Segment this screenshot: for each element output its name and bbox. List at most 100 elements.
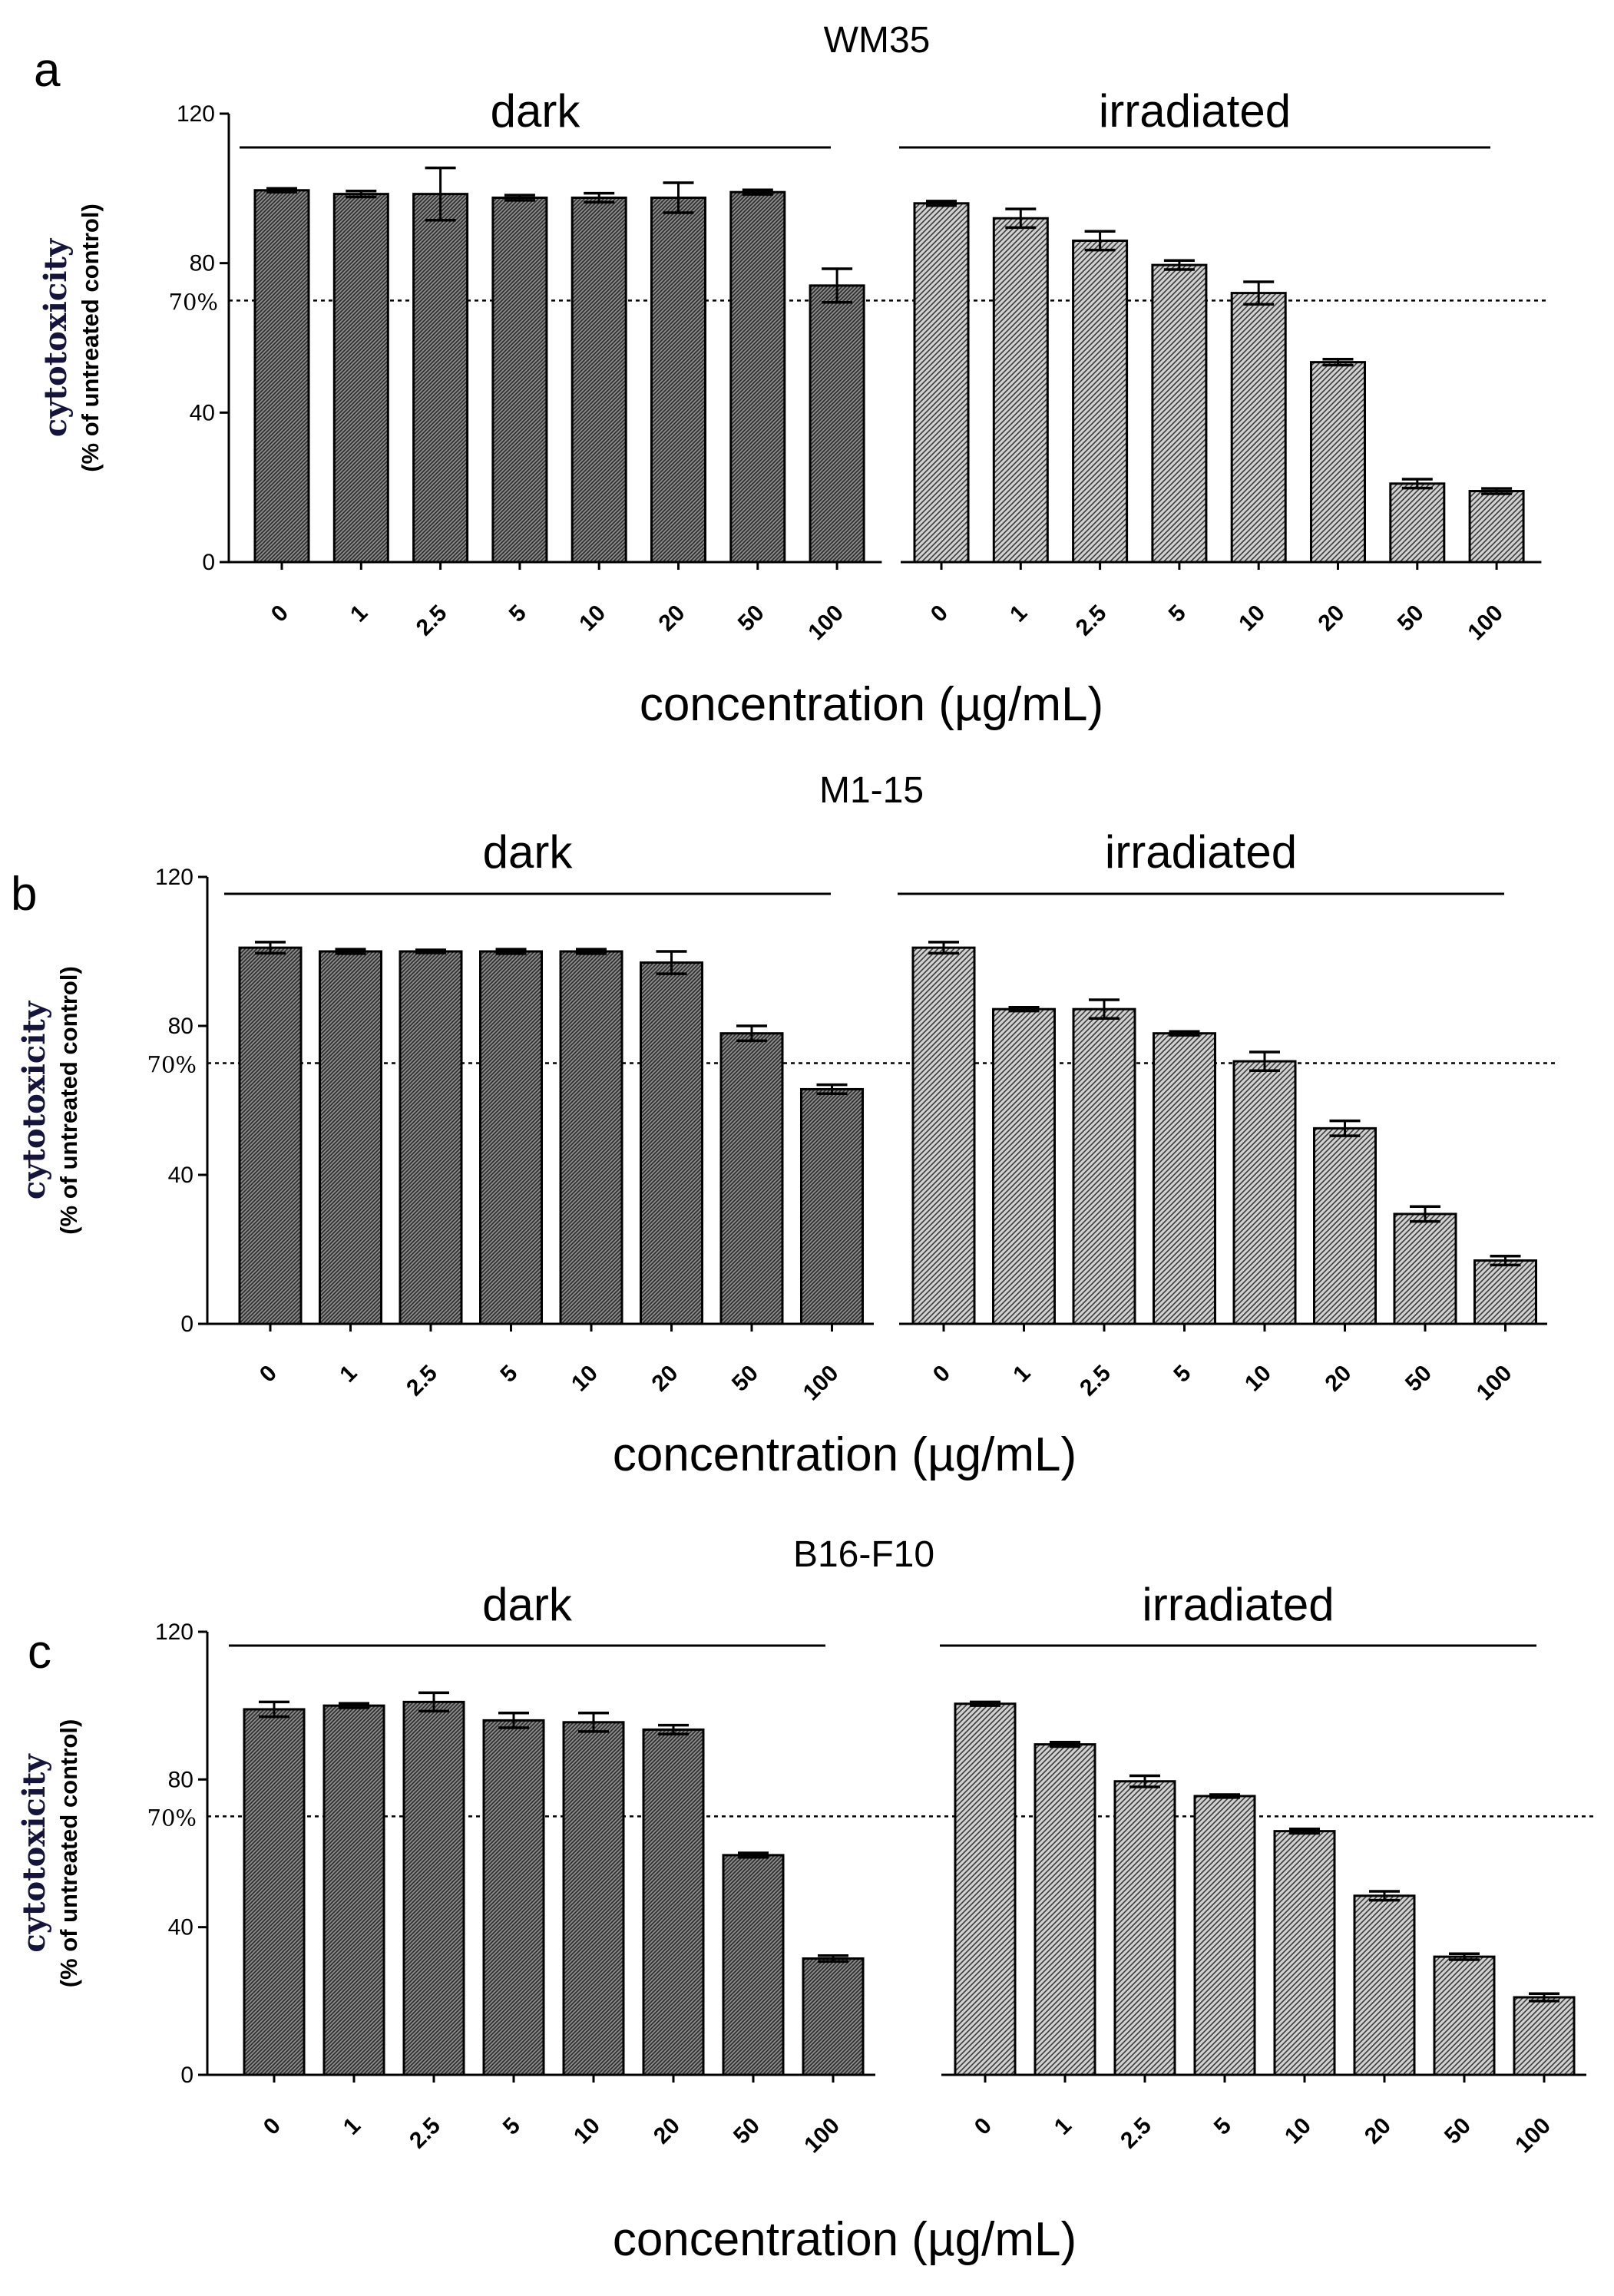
x-tick-label: 1 [339, 2113, 365, 2140]
bar-irradiated-50 [1389, 482, 1446, 564]
bar-dark-20 [640, 961, 703, 1325]
group-label-irradiated: irradiated [1142, 1579, 1334, 1630]
bar-irradiated-10 [1230, 292, 1287, 564]
bar-irradiated-2.5 [1072, 1007, 1136, 1325]
x-tick-label: 0 [928, 1361, 955, 1388]
bar-dark-100 [802, 1957, 865, 2076]
y-tick-label: 0 [180, 2063, 193, 2088]
x-tick-label: 10 [574, 600, 610, 637]
x-tick-label: 100 [1472, 1361, 1517, 1406]
x-tick-label: 10 [1234, 600, 1270, 637]
x-tick-label: 50 [733, 600, 769, 637]
group-label-dark: dark [482, 1579, 573, 1630]
bar-dark-5 [479, 950, 543, 1325]
y-axis-subtitle: (% of untreated control) [55, 1719, 82, 1988]
x-tick-label: 100 [799, 2113, 845, 2159]
bar-irradiated-50 [1393, 1213, 1457, 1325]
x-tick-label: 5 [1169, 1361, 1196, 1388]
bar-dark-2.5 [402, 1700, 465, 2076]
bar-irradiated-2.5 [1113, 1780, 1176, 2076]
x-tick-label: 0 [970, 2113, 997, 2140]
bar-irradiated-100 [1468, 490, 1525, 564]
bar-dark-10 [559, 950, 623, 1325]
x-tick-label: 0 [259, 2113, 286, 2140]
x-axis-title: concentration (µg/mL) [613, 2213, 1077, 2266]
x-tick-label: 1 [1005, 600, 1032, 627]
y-axis-title: cytotoxicity [16, 1000, 52, 1199]
x-tick-label: 2.5 [405, 2113, 445, 2154]
group-label-dark: dark [491, 85, 581, 137]
x-tick-label: 1 [335, 1361, 362, 1388]
x-tick-label: 100 [1510, 2113, 1556, 2159]
chart-title: WM35 [824, 20, 931, 61]
y-tick-label: 80 [168, 1014, 193, 1039]
x-tick-label: 5 [1209, 2113, 1236, 2140]
x-tick-label: 50 [729, 2113, 765, 2149]
y-tick-label: 40 [168, 1163, 193, 1188]
x-tick-label: 2.5 [1071, 600, 1112, 641]
x-tick-label: 50 [1401, 1361, 1437, 1397]
y-tick-label: 0 [202, 550, 215, 575]
x-tick-label: 20 [1314, 600, 1350, 637]
x-tick-label: 2.5 [402, 1361, 442, 1401]
y-tick-label: 0 [180, 1312, 193, 1337]
bar-irradiated-5 [1151, 263, 1208, 564]
bar-dark-1 [322, 1704, 385, 2076]
y-axis-subtitle: (% of untreated control) [55, 966, 82, 1235]
bar-dark-0 [238, 946, 303, 1325]
y-axis-title: cytotoxicity [38, 237, 74, 437]
x-tick-label: 0 [255, 1361, 282, 1388]
bar-irradiated-0 [913, 202, 970, 564]
bar-irradiated-50 [1433, 1955, 1496, 2076]
y-tick-label: 120 [155, 865, 193, 890]
x-tick-label: 50 [1393, 600, 1429, 637]
x-tick-label: 10 [567, 1361, 603, 1397]
bar-irradiated-1 [992, 1007, 1056, 1325]
y-tick-label: 40 [168, 1915, 193, 1940]
x-tick-label: 20 [1360, 2113, 1396, 2149]
bar-dark-1 [319, 950, 382, 1325]
x-tick-label: 100 [803, 600, 848, 646]
threshold-label: 70% [169, 289, 218, 315]
bar-irradiated-20 [1310, 361, 1366, 564]
x-tick-label: 2.5 [1075, 1361, 1116, 1401]
chart-title: M1-15 [819, 770, 924, 811]
bar-dark-50 [722, 1854, 785, 2076]
x-tick-label: 50 [1440, 2113, 1476, 2149]
bar-irradiated-20 [1353, 1894, 1416, 2076]
chart-title: B16-F10 [793, 1534, 934, 1575]
bar-irradiated-2.5 [1072, 239, 1129, 564]
y-tick-label: 40 [190, 400, 215, 425]
x-tick-label: 50 [727, 1361, 763, 1397]
x-tick-label: 5 [495, 1361, 522, 1388]
x-tick-label: 20 [649, 2113, 685, 2149]
bar-dark-1 [332, 193, 389, 564]
x-tick-label: 5 [1164, 600, 1191, 627]
bar-dark-20 [650, 197, 706, 564]
bar-irradiated-100 [1473, 1259, 1537, 1325]
group-label-irradiated: irradiated [1099, 85, 1291, 137]
bar-dark-5 [482, 1719, 545, 2076]
panel-label: a [34, 44, 61, 97]
bar-dark-20 [642, 1728, 705, 2076]
x-tick-label: 10 [1280, 2113, 1316, 2149]
y-axis-subtitle: (% of untreated control) [77, 203, 104, 472]
bar-dark-2.5 [412, 193, 469, 564]
x-tick-label: 5 [504, 600, 531, 627]
y-tick-label: 80 [168, 1767, 193, 1792]
x-tick-label: 0 [266, 600, 293, 627]
bar-dark-10 [571, 197, 627, 564]
x-tick-label: 1 [346, 600, 372, 627]
bar-irradiated-10 [1273, 1830, 1336, 2076]
panel-label: b [11, 868, 37, 921]
x-tick-label: 100 [799, 1361, 844, 1406]
y-axis-title: cytotoxicity [16, 1753, 52, 1953]
x-tick-label: 20 [1321, 1361, 1357, 1397]
bar-dark-0 [253, 189, 310, 564]
bar-irradiated-1 [992, 217, 1049, 564]
group-label-irradiated: irradiated [1105, 826, 1297, 878]
